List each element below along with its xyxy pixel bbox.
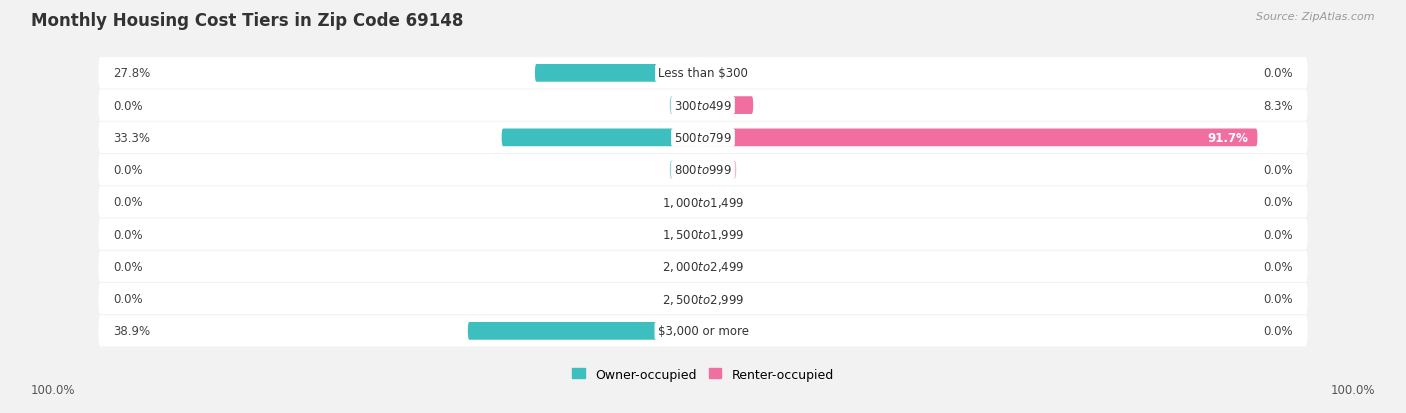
FancyBboxPatch shape bbox=[98, 90, 1308, 121]
Text: $3,000 or more: $3,000 or more bbox=[658, 325, 748, 337]
FancyBboxPatch shape bbox=[98, 154, 1308, 186]
Text: 0.0%: 0.0% bbox=[114, 228, 143, 241]
FancyBboxPatch shape bbox=[703, 65, 737, 83]
Text: 0.0%: 0.0% bbox=[114, 100, 143, 112]
Text: 0.0%: 0.0% bbox=[1263, 164, 1292, 177]
FancyBboxPatch shape bbox=[669, 161, 703, 179]
Text: $2,000 to $2,499: $2,000 to $2,499 bbox=[662, 260, 744, 274]
FancyBboxPatch shape bbox=[703, 322, 737, 340]
FancyBboxPatch shape bbox=[703, 194, 737, 211]
Text: $2,500 to $2,999: $2,500 to $2,999 bbox=[662, 292, 744, 306]
Text: $500 to $799: $500 to $799 bbox=[673, 132, 733, 145]
Text: 0.0%: 0.0% bbox=[1263, 292, 1292, 305]
FancyBboxPatch shape bbox=[703, 129, 1257, 147]
FancyBboxPatch shape bbox=[703, 225, 737, 243]
Text: 0.0%: 0.0% bbox=[1263, 67, 1292, 80]
Text: 100.0%: 100.0% bbox=[31, 384, 76, 396]
FancyBboxPatch shape bbox=[669, 194, 703, 211]
FancyBboxPatch shape bbox=[502, 129, 703, 147]
FancyBboxPatch shape bbox=[703, 161, 737, 179]
FancyBboxPatch shape bbox=[534, 65, 703, 83]
FancyBboxPatch shape bbox=[703, 97, 754, 115]
Legend: Owner-occupied, Renter-occupied: Owner-occupied, Renter-occupied bbox=[568, 363, 838, 386]
FancyBboxPatch shape bbox=[468, 322, 703, 340]
Text: $1,500 to $1,999: $1,500 to $1,999 bbox=[662, 228, 744, 242]
FancyBboxPatch shape bbox=[98, 283, 1308, 314]
FancyBboxPatch shape bbox=[98, 316, 1308, 347]
Text: 100.0%: 100.0% bbox=[1330, 384, 1375, 396]
FancyBboxPatch shape bbox=[98, 58, 1308, 89]
Text: 38.9%: 38.9% bbox=[114, 325, 150, 337]
Text: 0.0%: 0.0% bbox=[1263, 196, 1292, 209]
Text: 91.7%: 91.7% bbox=[1208, 132, 1249, 145]
FancyBboxPatch shape bbox=[703, 290, 737, 308]
Text: $800 to $999: $800 to $999 bbox=[673, 164, 733, 177]
FancyBboxPatch shape bbox=[98, 251, 1308, 282]
Text: 0.0%: 0.0% bbox=[1263, 325, 1292, 337]
Text: 33.3%: 33.3% bbox=[114, 132, 150, 145]
Text: Less than $300: Less than $300 bbox=[658, 67, 748, 80]
FancyBboxPatch shape bbox=[669, 225, 703, 243]
FancyBboxPatch shape bbox=[669, 97, 703, 115]
Text: $1,000 to $1,499: $1,000 to $1,499 bbox=[662, 195, 744, 209]
FancyBboxPatch shape bbox=[669, 258, 703, 275]
Text: 0.0%: 0.0% bbox=[114, 260, 143, 273]
Text: 0.0%: 0.0% bbox=[114, 292, 143, 305]
Text: $300 to $499: $300 to $499 bbox=[673, 100, 733, 112]
FancyBboxPatch shape bbox=[669, 290, 703, 308]
FancyBboxPatch shape bbox=[98, 187, 1308, 218]
FancyBboxPatch shape bbox=[703, 258, 737, 275]
Text: 0.0%: 0.0% bbox=[1263, 228, 1292, 241]
Text: Monthly Housing Cost Tiers in Zip Code 69148: Monthly Housing Cost Tiers in Zip Code 6… bbox=[31, 12, 464, 30]
Text: Source: ZipAtlas.com: Source: ZipAtlas.com bbox=[1257, 12, 1375, 22]
Text: 27.8%: 27.8% bbox=[114, 67, 150, 80]
Text: 0.0%: 0.0% bbox=[114, 164, 143, 177]
Text: 0.0%: 0.0% bbox=[1263, 260, 1292, 273]
FancyBboxPatch shape bbox=[98, 219, 1308, 250]
Text: 8.3%: 8.3% bbox=[1263, 100, 1292, 112]
Text: 0.0%: 0.0% bbox=[114, 196, 143, 209]
FancyBboxPatch shape bbox=[98, 122, 1308, 154]
